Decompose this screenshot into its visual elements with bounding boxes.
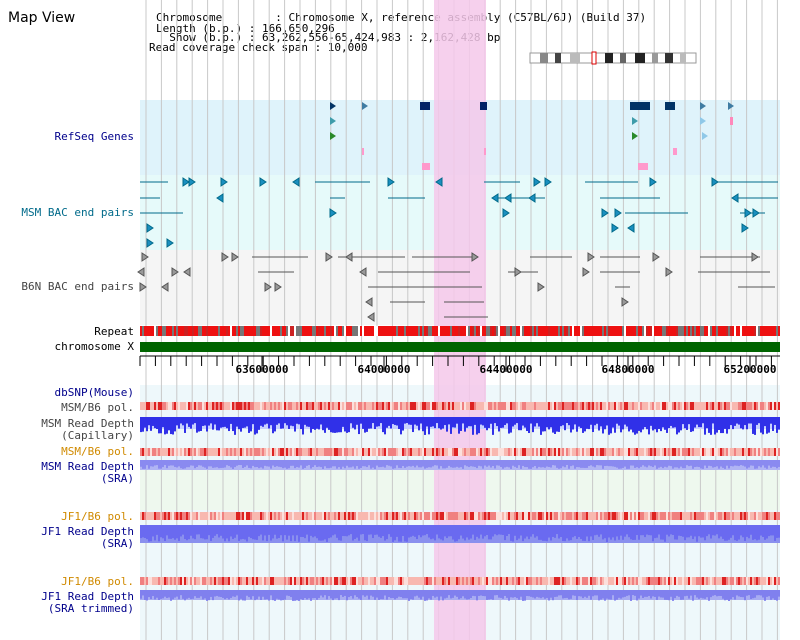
msm-pol-track-1[interactable]	[140, 402, 780, 410]
chromosome-bar[interactable]	[140, 342, 780, 352]
jf1-pol-label-1: JF1/B6 pol.	[61, 510, 134, 523]
map-view-title: Map View	[8, 10, 76, 26]
dbsnp-label[interactable]: dbSNP(Mouse)	[54, 386, 134, 399]
msm-pol-label-1: MSM/B6 pol.	[61, 401, 134, 414]
refseq-gene-features[interactable]	[330, 102, 734, 170]
length-info: Length (b.p.) : 166,650,296	[156, 22, 335, 35]
chromosome-ideogram[interactable]	[529, 51, 697, 65]
repeat-track[interactable]	[140, 326, 780, 336]
msm-bac-pairs[interactable]	[140, 177, 778, 248]
msm-depth-sra-label: MSM Read Depth (SRA)	[41, 460, 134, 485]
msm-depth-capillary-track[interactable]	[140, 417, 780, 435]
jf1-depth-trimmed-label: JF1 Read Depth (SRA trimmed)	[41, 590, 134, 615]
chromosome-label: chromosome X	[54, 340, 134, 353]
position-ruler	[139, 355, 780, 372]
msm-pol-track-2[interactable]	[140, 448, 780, 456]
jf1-depth-sra-track[interactable]	[140, 525, 780, 543]
jf1-pol-track-1[interactable]	[140, 512, 780, 520]
ruler-tick-label: 64000000	[357, 363, 411, 376]
highlight-region[interactable]	[434, 0, 486, 640]
ruler-tick-label: 65200000	[723, 363, 777, 376]
b6n-bac-pairs[interactable]	[137, 252, 775, 322]
ruler-tick-label: 64400000	[479, 363, 533, 376]
msm-bac-label[interactable]: MSM BAC end pairs	[21, 206, 134, 219]
coverage-span-info: Read coverage check span : 10,000	[149, 41, 368, 54]
msm-pol-label-2: MSM/B6 pol.	[61, 445, 134, 458]
jf1-pol-label-2: JF1/B6 pol.	[61, 575, 134, 588]
ruler-tick-label: 64800000	[601, 363, 655, 376]
b6n-bac-label[interactable]: B6N BAC end pairs	[21, 280, 134, 293]
msm-depth-sra-track[interactable]	[140, 460, 780, 470]
jf1-pol-track-2[interactable]	[140, 577, 780, 585]
jf1-depth-sra-label: JF1 Read Depth (SRA)	[41, 525, 134, 550]
jf1-depth-trimmed-track[interactable]	[140, 590, 780, 601]
refseq-genes-label[interactable]: RefSeq Genes	[54, 130, 134, 143]
ruler-tick-label: 63600000	[235, 363, 289, 376]
msm-depth-capillary-label: MSM Read Depth (Capillary)	[41, 417, 134, 442]
repeat-label: Repeat	[94, 325, 134, 338]
